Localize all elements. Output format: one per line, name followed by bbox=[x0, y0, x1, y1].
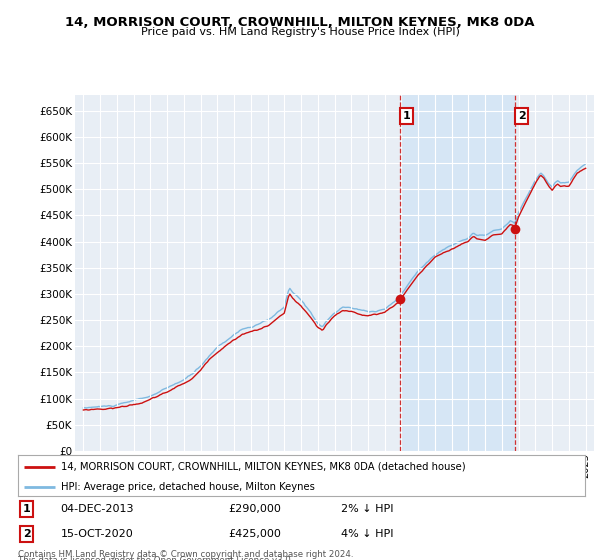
Text: £290,000: £290,000 bbox=[228, 504, 281, 514]
Text: HPI: Average price, detached house, Milton Keynes: HPI: Average price, detached house, Milt… bbox=[61, 482, 314, 492]
Text: £425,000: £425,000 bbox=[228, 529, 281, 539]
Text: 1: 1 bbox=[23, 504, 31, 514]
Text: Contains HM Land Registry data © Crown copyright and database right 2024.: Contains HM Land Registry data © Crown c… bbox=[18, 550, 353, 559]
Text: 14, MORRISON COURT, CROWNHILL, MILTON KEYNES, MK8 0DA (detached house): 14, MORRISON COURT, CROWNHILL, MILTON KE… bbox=[61, 461, 465, 472]
Text: 2: 2 bbox=[23, 529, 31, 539]
Text: 04-DEC-2013: 04-DEC-2013 bbox=[61, 504, 134, 514]
Text: 2: 2 bbox=[518, 111, 526, 121]
Text: 15-OCT-2020: 15-OCT-2020 bbox=[61, 529, 133, 539]
Text: Price paid vs. HM Land Registry's House Price Index (HPI): Price paid vs. HM Land Registry's House … bbox=[140, 27, 460, 37]
Text: This data is licensed under the Open Government Licence v3.0.: This data is licensed under the Open Gov… bbox=[18, 556, 293, 560]
Text: 14, MORRISON COURT, CROWNHILL, MILTON KEYNES, MK8 0DA: 14, MORRISON COURT, CROWNHILL, MILTON KE… bbox=[65, 16, 535, 29]
Text: 4% ↓ HPI: 4% ↓ HPI bbox=[341, 529, 394, 539]
Text: 1: 1 bbox=[403, 111, 410, 121]
Bar bbox=[400, 95, 515, 451]
Text: 2% ↓ HPI: 2% ↓ HPI bbox=[341, 504, 394, 514]
